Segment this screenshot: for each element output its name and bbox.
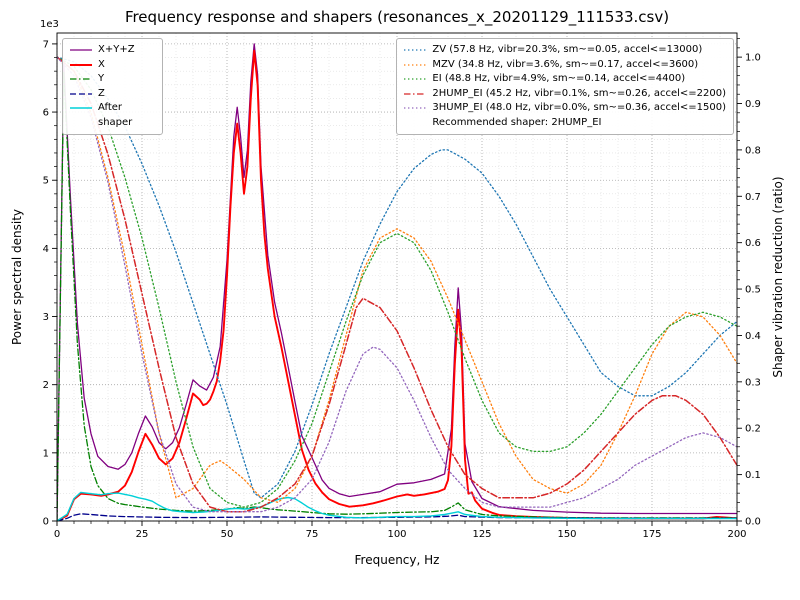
tick-label: 0.4 [745, 331, 761, 342]
series-zv [57, 56, 737, 499]
series-y [57, 70, 737, 521]
legend-item-psd: Y [69, 72, 155, 87]
tick-label: 0.2 [745, 424, 761, 435]
legend-item-psd: X+Y+Z [69, 43, 155, 58]
tick-label: 0 [43, 517, 49, 528]
legend-item-psd: Z [69, 87, 155, 102]
tick-label: 0 [54, 529, 60, 540]
series-2hump-ei [57, 56, 737, 513]
tick-label: 200 [727, 529, 746, 540]
chart-title: Frequency response and shapers (resonanc… [124, 8, 670, 26]
legend-item-label: Z [98, 87, 105, 99]
legend-item-shaper: EI (48.8 Hz, vibr=4.9%, sm~=0.14, accel<… [403, 72, 726, 87]
legend-line-sample [70, 107, 92, 109]
legend-psd: X+Y+Z X Y Z After shaper [62, 38, 163, 135]
tick-label: 0.1 [745, 470, 761, 481]
legend-line-sample [70, 78, 92, 80]
axes-layer [52, 32, 742, 526]
tick-label: 75 [306, 529, 319, 540]
tick-label: 2 [43, 380, 49, 391]
recommended-shaper-note: Recommended shaper: 2HUMP_EI [432, 116, 602, 128]
legend-line-sample [70, 49, 92, 51]
tick-label: 3 [43, 312, 49, 323]
legend-line-sample [404, 107, 427, 109]
tick-label: 6 [43, 108, 49, 119]
legend-shapers: ZV (57.8 Hz, vibr=20.3%, sm~=0.05, accel… [396, 38, 734, 135]
series-layer [57, 43, 737, 521]
legend-line-sample [404, 63, 427, 66]
tick-label: 0.3 [745, 377, 761, 388]
legend-item-psd: X [69, 58, 155, 73]
legend-item-label: X+Y+Z [98, 44, 135, 55]
tick-label: 175 [642, 529, 661, 540]
tick-labels: 0 25 50 75 100 125 150 175 200 0 1 2 3 4 5 6 7 0.0 0.1 0.2 0… [43, 39, 761, 540]
legend-item-psd: After shaper [69, 101, 155, 130]
series-ei [57, 56, 737, 508]
legend-item-shaper: 3HUMP_EI (48.0 Hz, vibr=0.0%, sm~=0.36, … [403, 101, 726, 116]
legend-item-shaper: MZV (34.8 Hz, vibr=3.6%, sm~=0.17, accel… [403, 58, 726, 73]
tick-label: 5 [43, 176, 49, 187]
legend-line-sample [404, 49, 427, 51]
legend-item-label: After shaper [98, 102, 133, 128]
tick-label: 0.0 [745, 517, 761, 528]
series-after-shaper [57, 491, 737, 521]
series-3hump-ei [57, 56, 737, 513]
tick-label: 125 [472, 529, 491, 540]
y-left-axis-label: Power spectral density [10, 208, 24, 346]
tick-label: 0.9 [745, 99, 761, 110]
y-right-axis-label: Shaper vibration reduction (ratio) [771, 176, 785, 378]
tick-label: 0.7 [745, 192, 761, 203]
series-z [57, 513, 737, 521]
legend-line-sample [404, 78, 427, 80]
y-axis-offset-text: 1e3 [40, 19, 59, 30]
tick-label: 100 [387, 529, 406, 540]
legend-item-label: Y [98, 73, 105, 84]
tick-label: 1 [43, 448, 49, 459]
tick-label: 0.6 [745, 238, 761, 249]
legend-item-label: 3HUMP_EI (48.0 Hz, vibr=0.0%, sm~=0.36, … [432, 102, 726, 113]
tick-label: 4 [43, 244, 49, 255]
legend-item-label: 2HUMP_EI (45.2 Hz, vibr=0.1%, sm~=0.26, … [432, 87, 726, 99]
x-axis-label: Frequency, Hz [354, 553, 440, 567]
tick-label: 150 [557, 529, 576, 540]
legend-line-sample [404, 92, 427, 95]
legend-item-shaper: ZV (57.8 Hz, vibr=20.3%, sm~=0.05, accel… [403, 43, 726, 58]
legend-line-sample [70, 63, 92, 66]
legend-item-shaper: 2HUMP_EI (45.2 Hz, vibr=0.1%, sm~=0.26, … [403, 87, 726, 102]
tick-label: 7 [43, 39, 49, 50]
legend-item-label: ZV (57.8 Hz, vibr=20.3%, sm~=0.05, accel… [432, 44, 703, 55]
tick-label: 25 [136, 529, 149, 540]
legend-item-label: EI (48.8 Hz, vibr=4.9%, sm~=0.14, accel<… [432, 73, 686, 84]
tick-label: 50 [221, 529, 234, 540]
legend-item-label: X [98, 58, 105, 70]
legend-line-sample [70, 92, 92, 95]
tick-label: 0.5 [745, 285, 761, 296]
series-mzv [57, 56, 737, 504]
legend-item-label: MZV (34.8 Hz, vibr=3.6%, sm~=0.17, accel… [432, 58, 699, 70]
tick-label: 1.0 [745, 53, 761, 64]
tick-label: 0.8 [745, 145, 761, 156]
